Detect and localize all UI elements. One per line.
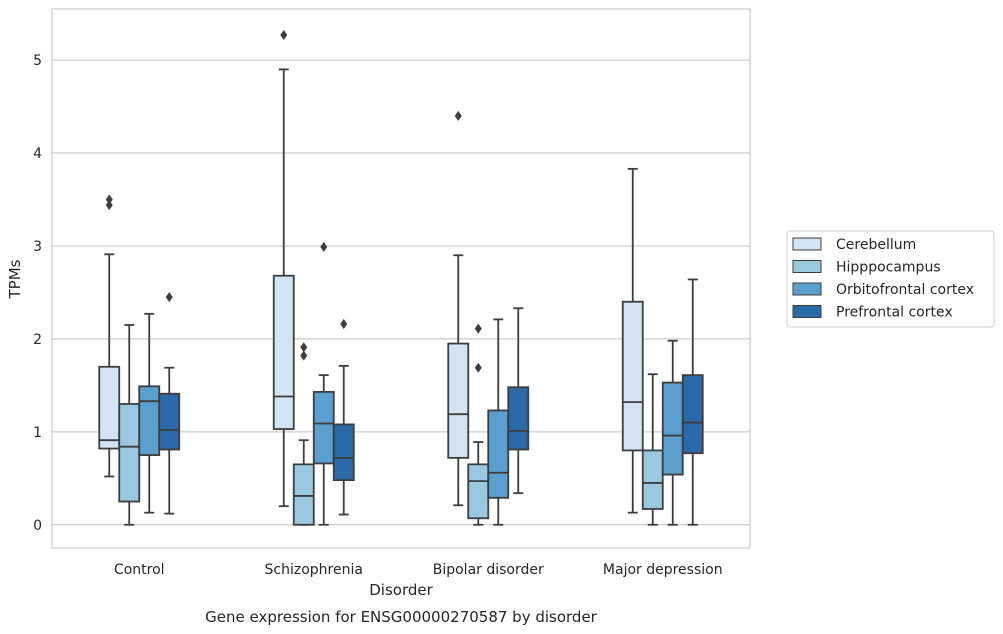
box-group <box>312 241 335 526</box>
legend-swatch <box>792 282 822 296</box>
box-group <box>447 110 470 507</box>
outlier-point <box>300 342 308 353</box>
box-iqr <box>507 386 530 451</box>
plot-background <box>52 9 750 548</box>
y-tick-label: 4 <box>33 146 42 162</box>
box-group <box>332 319 355 516</box>
box-iqr <box>272 274 295 430</box>
box-group <box>621 167 644 514</box>
x-tick-label: Schizophrenia <box>265 562 363 578</box>
box-iqr <box>312 390 335 465</box>
box-group <box>272 30 295 508</box>
box-iqr <box>98 365 121 450</box>
box-iqr <box>447 342 470 459</box>
box-iqr <box>118 403 141 503</box>
x-tick-label: Major depression <box>603 562 723 578</box>
outlier-point <box>320 241 328 252</box>
outlier-point <box>474 323 482 334</box>
legend-swatch <box>792 305 822 318</box>
y-tick-label: 3 <box>33 239 42 255</box>
legend-label: Cerebellum <box>836 237 916 253</box>
box-iqr <box>292 463 315 526</box>
legend-label: Hipppocampus <box>836 260 941 276</box>
y-axis-label: TPMs <box>6 259 24 299</box>
box-iqr <box>661 381 684 476</box>
box-iqr <box>332 423 355 482</box>
x-tick-labels: Control Schizophrenia Bipolar disorder Majo… <box>114 562 723 578</box>
box-iqr <box>487 409 510 499</box>
box-group <box>292 342 315 526</box>
x-tick-label: Control <box>114 562 165 578</box>
x-tick-label: Bipolar disorder <box>433 562 544 578</box>
legend: Cerebellum Hipppocampus Orbitofrontal cort… <box>786 230 995 328</box>
y-tick-label: 0 <box>33 518 42 534</box>
box-iqr <box>158 392 181 451</box>
box-iqr <box>621 300 644 452</box>
box-iqr <box>467 463 490 520</box>
outlier-point <box>105 194 113 205</box>
outlier-point <box>474 362 482 373</box>
plot-frame <box>51 8 751 549</box>
legend-swatch <box>792 237 822 251</box>
box-group <box>487 318 510 526</box>
y-tick-label: 5 <box>33 53 42 69</box>
box-group <box>641 373 664 526</box>
box-group <box>158 292 181 515</box>
x-axis-label: Disorder <box>369 581 433 599</box>
legend-label: Orbitofrontal cortex <box>836 282 974 298</box>
y-tick-label: 1 <box>33 425 42 441</box>
legend-frame <box>786 230 995 328</box>
y-tick-label: 2 <box>33 332 42 348</box>
box-iqr <box>681 374 704 455</box>
outlier-point <box>105 200 113 211</box>
outlier-point <box>165 292 173 303</box>
box-group <box>507 307 530 495</box>
outlier-point <box>340 319 348 330</box>
chart-caption: Gene expression for ENSG00000270587 by d… <box>205 608 598 626</box>
box-group <box>138 312 161 514</box>
outlier-point <box>300 350 308 361</box>
y-tick-labels: 0 1 2 3 4 5 <box>33 53 42 534</box>
outlier-point <box>454 110 462 121</box>
box-group <box>681 278 704 526</box>
legend-swatch <box>792 260 822 273</box>
boxes <box>98 30 704 526</box>
box-iqr <box>641 449 664 510</box>
outlier-point <box>280 30 288 41</box>
legend-label: Prefrontal cortex <box>836 305 953 321</box>
box-iqr <box>138 385 161 456</box>
box-group <box>98 194 121 478</box>
